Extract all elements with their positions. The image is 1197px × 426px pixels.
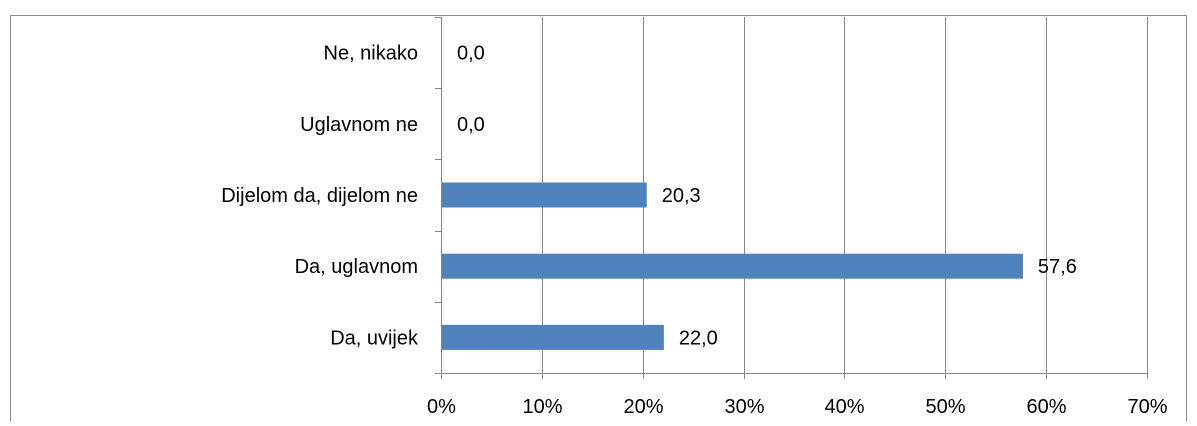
bar xyxy=(442,182,647,208)
category-label: Da, uglavnom xyxy=(295,256,418,278)
data-label: 57,6 xyxy=(1038,256,1077,278)
bar xyxy=(442,253,1023,279)
axes xyxy=(435,17,1148,379)
chart-frame xyxy=(10,15,1187,426)
x-tick-label: 20% xyxy=(623,396,663,418)
x-tick-label: 70% xyxy=(1127,396,1167,418)
data-label: 0,0 xyxy=(457,43,485,65)
x-tick-label: 10% xyxy=(522,396,562,418)
category-label: Da, uvijek xyxy=(330,327,419,349)
category-label: Dijelom da, dijelom ne xyxy=(221,185,418,207)
x-tick-label: 30% xyxy=(724,396,764,418)
x-tick-label: 50% xyxy=(925,396,965,418)
x-tick-label: 60% xyxy=(1026,396,1066,418)
labels: 0% 10% 20% 30% 40% 50% 60% 70% Ne, nikako 0,0 Ugla… xyxy=(221,43,1167,418)
category-label: Ne, nikako xyxy=(324,43,419,65)
bars xyxy=(442,182,1023,350)
x-tick-label: 0% xyxy=(427,396,456,418)
data-label: 22,0 xyxy=(679,327,718,349)
category-label: Uglavnom ne xyxy=(300,114,418,136)
data-label: 20,3 xyxy=(662,185,701,207)
bar xyxy=(442,324,664,350)
x-tick-label: 40% xyxy=(824,396,864,418)
data-label: 0,0 xyxy=(457,114,485,136)
gridlines xyxy=(542,17,1148,373)
